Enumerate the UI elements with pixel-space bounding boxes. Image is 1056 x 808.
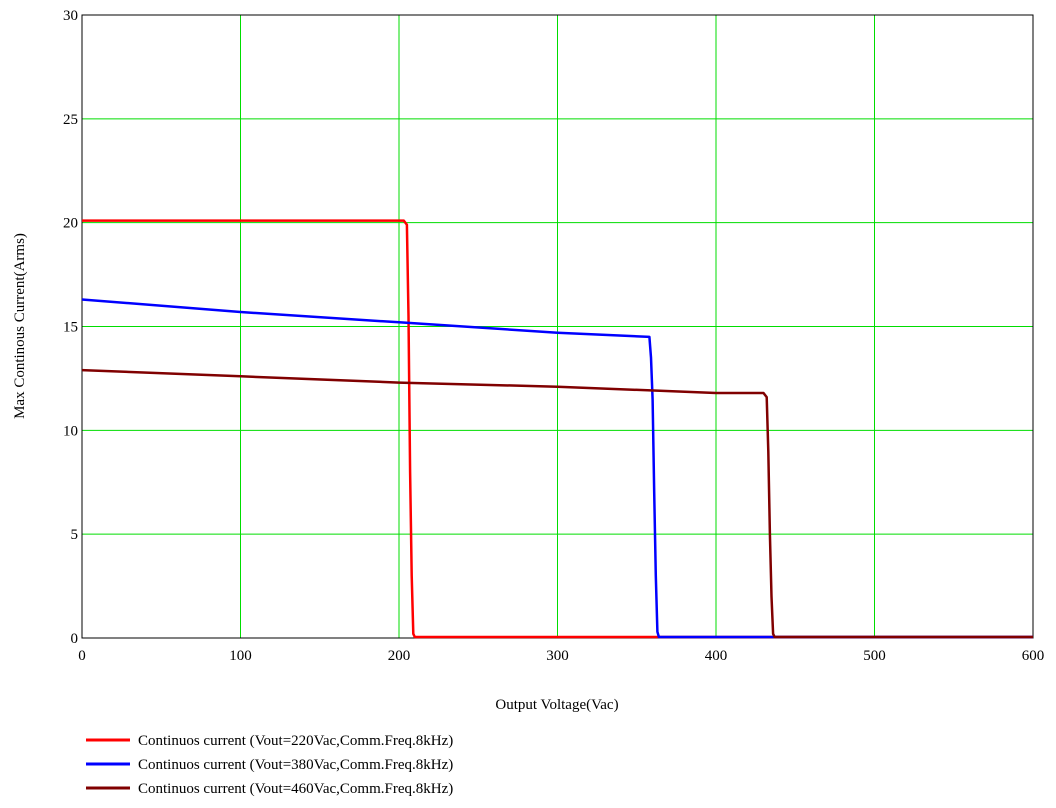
- series-line-3: [81, 368, 1033, 639]
- y-tick-label: 25: [63, 112, 78, 128]
- legend-label: Continuos current (Vout=460Vac,Comm.Freq…: [138, 781, 453, 797]
- x-tick-label: 300: [546, 648, 569, 664]
- x-tick-label: 200: [388, 648, 411, 664]
- x-tick-label: 0: [78, 648, 86, 664]
- y-tick-label: 15: [63, 320, 78, 336]
- legend-item: Continuos current (Vout=380Vac,Comm.Freq…: [86, 757, 453, 773]
- y-tick-label: 20: [63, 216, 78, 232]
- series-line-1: [82, 219, 1033, 639]
- x-tick-label: 400: [705, 648, 728, 664]
- legend-label: Continuos current (Vout=380Vac,Comm.Freq…: [138, 757, 453, 773]
- y-tick-label: 10: [63, 423, 78, 439]
- x-tick-label: 100: [229, 648, 252, 664]
- x-axis-label: Output Voltage(Vac): [495, 697, 618, 713]
- legend-label: Continuos current (Vout=220Vac,Comm.Freq…: [138, 733, 453, 749]
- tick-labels: 0 100 200 300 400 500 600 0 5 10 15 20 25 30: [63, 8, 1044, 664]
- grid-lines: [82, 15, 1033, 638]
- x-tick-label: 600: [1022, 648, 1045, 664]
- y-tick-label: 5: [71, 527, 79, 543]
- series-layer: [81, 219, 1033, 639]
- y-tick-label: 0: [71, 631, 79, 647]
- y-tick-label: 30: [63, 8, 78, 24]
- legend-item: Continuos current (Vout=220Vac,Comm.Freq…: [86, 733, 453, 749]
- legend: Continuos current (Vout=220Vac,Comm.Freq…: [86, 733, 453, 797]
- legend-item: Continuos current (Vout=460Vac,Comm.Freq…: [86, 781, 453, 797]
- x-tick-label: 500: [863, 648, 886, 664]
- series-line-2: [81, 298, 1033, 639]
- y-axis-label: Max Continous Current(Arms): [12, 233, 28, 419]
